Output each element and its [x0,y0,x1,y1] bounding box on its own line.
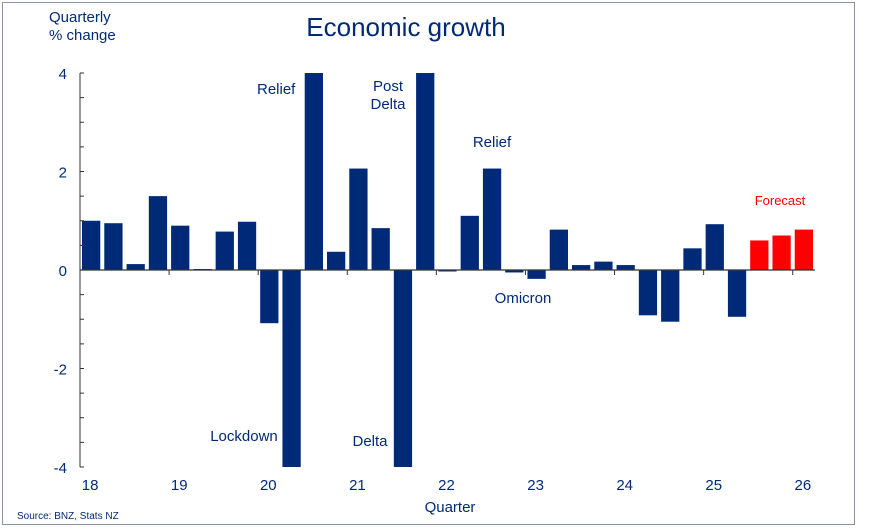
bar [82,220,101,270]
x-tick-label: 23 [527,477,544,494]
bar [616,265,635,270]
source-note: Source: BNZ, Stats NZ [17,511,119,522]
bar [638,270,658,316]
y-tick-label: -4 [54,460,67,477]
bar [572,265,591,270]
annotation-relief-2: Relief [473,134,512,151]
annotation-delta-post: Delta [370,96,406,113]
bar [126,264,145,270]
x-tick-label: 19 [171,477,188,494]
x-tick-label: 20 [260,477,277,494]
bar [393,270,413,467]
y-tick-label: -2 [54,362,67,379]
bar [171,225,190,270]
bar [237,221,257,270]
bar [527,270,546,279]
bar [104,223,123,270]
chart-title: Economic growth [306,12,505,42]
bar [416,73,435,270]
bar [438,270,457,272]
bar [705,224,724,270]
annotation-relief-1: Relief [257,81,296,98]
bar [750,240,769,270]
bar [215,231,234,270]
x-tick-label: 26 [795,477,812,494]
bar [772,235,791,270]
bar [327,251,346,270]
bar [260,270,279,324]
bar [727,270,747,317]
annotation-lockdown: Lockdown [210,428,278,445]
annotation-delta: Delta [352,433,388,450]
bar [371,228,390,270]
bar [148,196,168,270]
x-axis-label: Quarter [425,499,476,516]
x-tick-label: 21 [349,477,366,494]
y-axis-label-line2: % change [49,27,116,44]
bar [282,270,301,467]
bar [349,168,368,270]
bar [683,248,702,270]
y-axis-label-line1: Quarterly [49,9,111,26]
bar [304,73,323,270]
y-tick-label: 0 [59,263,67,280]
chart-frame [2,2,855,525]
annotation-post: Post [373,78,404,95]
x-tick-label: 24 [616,477,633,494]
bar [482,168,502,270]
x-tick-label: 18 [82,477,99,494]
bar [505,270,524,273]
annotation-forecast: Forecast [755,193,806,208]
bar [594,261,613,270]
bar [549,229,568,270]
bar [661,270,680,322]
bar [794,229,813,270]
annotation-omicron: Omicron [495,290,552,307]
bar [460,215,479,270]
x-tick-label: 25 [705,477,722,494]
y-tick-label: 4 [59,66,67,83]
x-tick-label: 22 [438,477,455,494]
y-tick-label: 2 [59,165,67,182]
